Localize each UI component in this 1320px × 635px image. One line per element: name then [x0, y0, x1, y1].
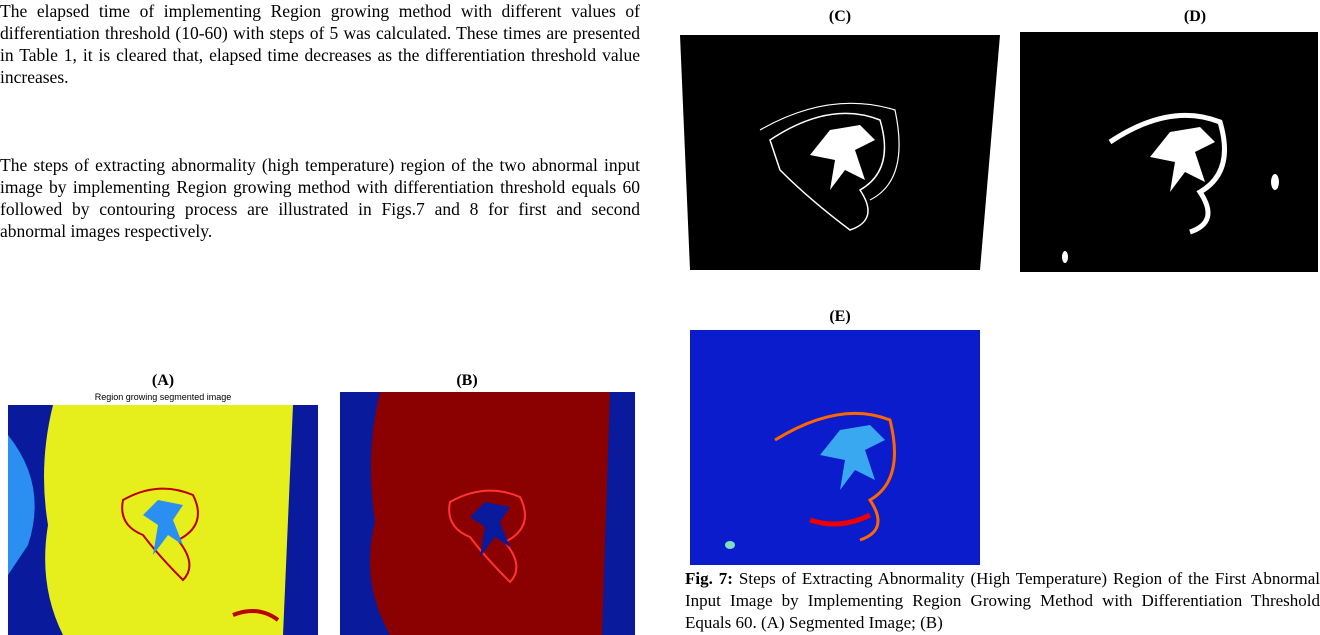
panel-label: (A): [133, 372, 193, 390]
panel-label: (E): [810, 308, 870, 326]
image-d: [1020, 32, 1318, 272]
caption-text: Steps of Extracting Abnormality (High Te…: [685, 569, 1320, 632]
panel-title: Region growing segmented image: [8, 392, 318, 402]
panel-label: (C): [810, 8, 870, 26]
paragraph: The steps of extracting abnormality (hig…: [0, 154, 640, 242]
caption-label: Fig. 7:: [685, 569, 733, 588]
panel-label: (D): [1165, 8, 1225, 26]
paragraph: The elapsed time of implementing Region …: [0, 0, 640, 88]
figure-caption: Fig. 7: Steps of Extracting Abnormality …: [685, 568, 1320, 634]
panel-label: (B): [437, 372, 497, 390]
image-e: [690, 330, 980, 565]
image-a: [8, 405, 318, 635]
image-c: [680, 30, 1000, 270]
page: The elapsed time of implementing Region …: [0, 0, 1320, 635]
image-b: [340, 392, 635, 635]
